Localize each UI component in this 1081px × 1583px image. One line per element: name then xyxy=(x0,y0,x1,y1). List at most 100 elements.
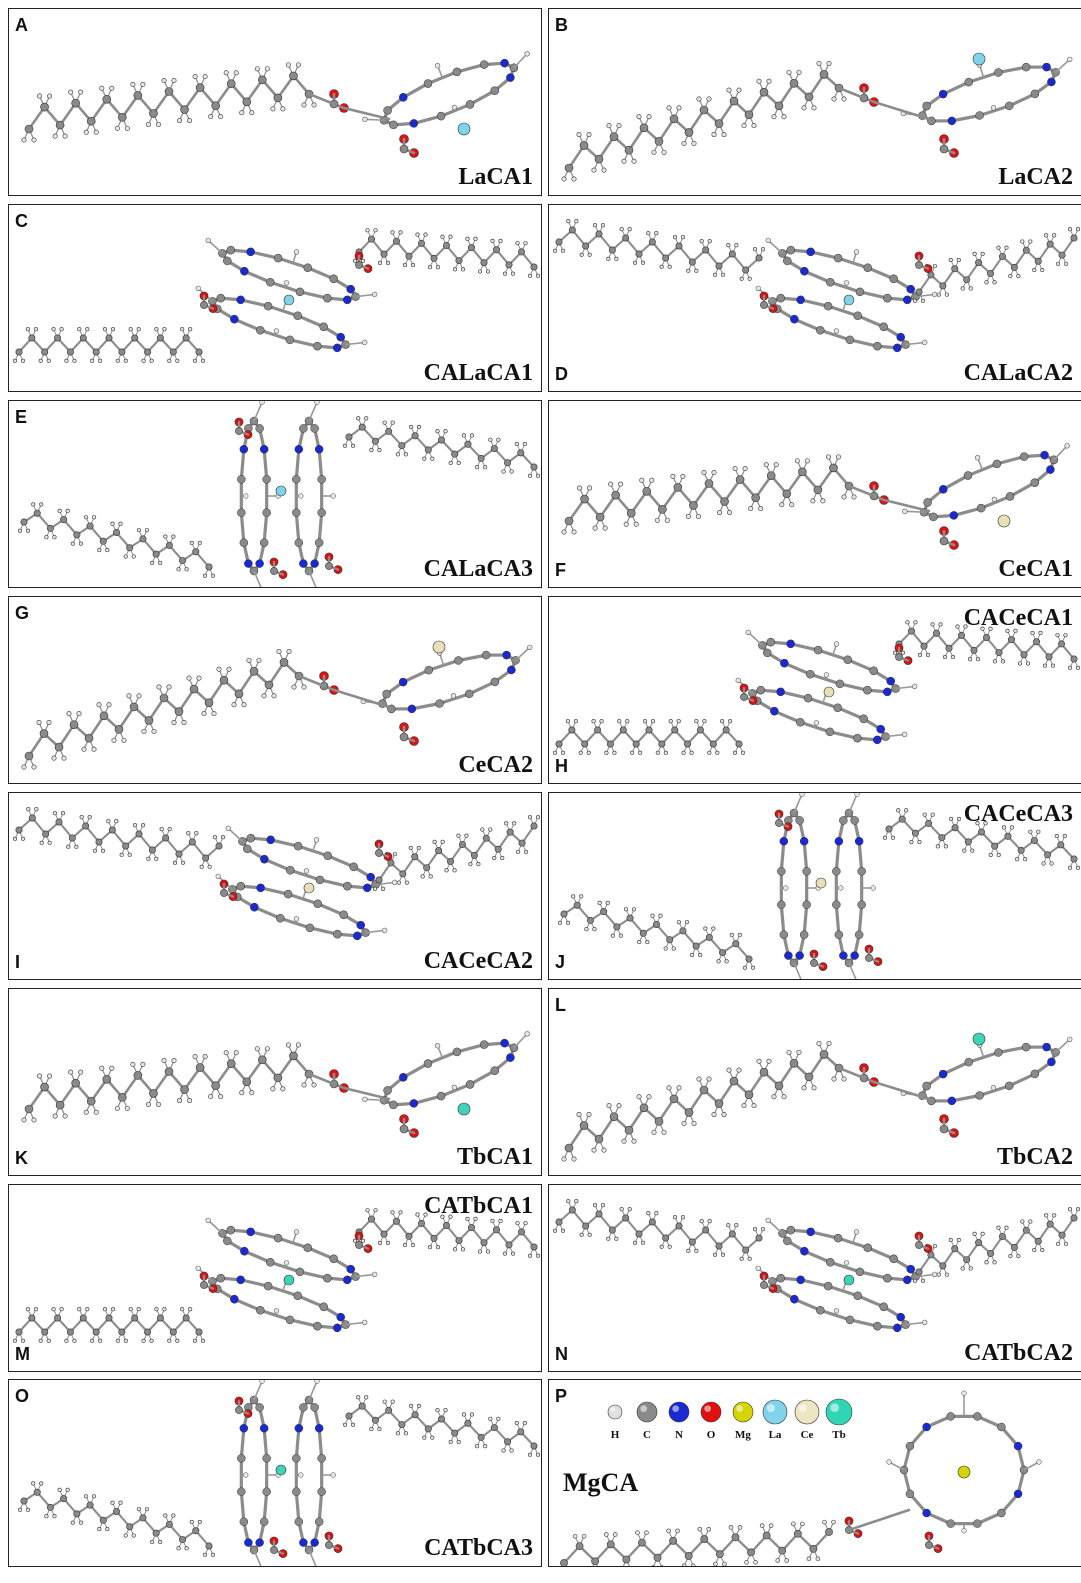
nitrogen-atom xyxy=(780,658,789,668)
nitrogen-atom xyxy=(922,1422,931,1432)
carbon-atom xyxy=(383,106,392,115)
hydrogen-atom xyxy=(202,74,208,80)
hydrogen-atom xyxy=(211,711,217,717)
carbon-atom xyxy=(211,101,220,110)
hydrogen-atom xyxy=(980,1231,985,1236)
carbon-atom xyxy=(299,424,308,433)
carbon-atom xyxy=(313,1321,322,1331)
carbon-atom xyxy=(747,1548,755,1557)
hydrogen-atom xyxy=(84,515,89,520)
hydrogen-atom xyxy=(12,1338,18,1343)
hydrogen-atom xyxy=(1016,274,1021,279)
hydrogen-atom xyxy=(660,1565,664,1566)
hydrogen-atom xyxy=(651,1129,657,1135)
carbon-atom xyxy=(480,1239,488,1247)
hydrogen-atom xyxy=(390,420,395,425)
carbon-atom xyxy=(15,348,23,356)
carbon-atom xyxy=(975,259,983,267)
hydrogen-atom xyxy=(712,272,718,277)
carbon-atom xyxy=(850,816,859,825)
carbon-atom xyxy=(24,1104,34,1114)
hydrogen-atom xyxy=(223,1050,229,1056)
hydrogen-atom xyxy=(831,1519,836,1525)
hydrogen-atom xyxy=(195,1265,201,1272)
nitrogen-atom xyxy=(949,511,959,520)
hydrogen-atom xyxy=(826,60,832,66)
carbon-atom xyxy=(530,822,538,830)
hydrogen-atom xyxy=(128,327,133,332)
carbon-atom xyxy=(964,77,974,87)
nitrogen-atom xyxy=(799,836,809,846)
hydrogen-atom xyxy=(1064,261,1069,266)
nitrogen-atom xyxy=(886,676,895,686)
nitrogen-atom xyxy=(407,704,417,714)
hydrogen-atom xyxy=(99,85,105,91)
hydrogen-atom xyxy=(591,719,596,724)
carbon-atom xyxy=(1070,1214,1078,1222)
hydrogen-atom xyxy=(783,885,789,891)
hydrogen-atom xyxy=(145,1101,151,1107)
carbon-atom xyxy=(234,689,244,699)
carbon-atom xyxy=(236,881,246,891)
carbon-atom xyxy=(1030,478,1039,487)
carbon-atom xyxy=(399,1124,409,1134)
carbon-atom xyxy=(41,1328,49,1336)
hydrogen-atom xyxy=(149,1338,154,1343)
carbon-atom xyxy=(467,1224,475,1232)
carbon-atom xyxy=(467,244,475,252)
hydrogen-atom xyxy=(385,1240,391,1246)
hydrogen-atom xyxy=(187,1098,193,1104)
carbon-atom xyxy=(317,475,326,484)
carbon-atom xyxy=(293,311,302,321)
hydrogen-atom xyxy=(741,123,747,129)
hydrogen-atom xyxy=(992,280,997,285)
hydrogen-atom xyxy=(167,827,172,832)
carbon-atom xyxy=(436,1091,446,1101)
carbon-atom xyxy=(635,1230,643,1238)
carbon-atom xyxy=(654,1117,664,1126)
carbon-atom xyxy=(756,685,766,695)
hydrogen-atom xyxy=(691,1120,697,1126)
hydrogen-atom xyxy=(12,358,18,363)
hydrogen-atom xyxy=(70,1520,75,1525)
hydrogen-atom xyxy=(680,1215,686,1220)
legend-symbol: Mg xyxy=(735,1429,751,1441)
hydrogen-atom xyxy=(602,525,608,531)
carbon-atom xyxy=(839,816,848,825)
hydrogen-atom xyxy=(360,258,366,263)
hydrogen-atom xyxy=(93,1109,99,1115)
hydrogen-atom xyxy=(592,1203,598,1208)
hydrogen-atom xyxy=(377,448,382,453)
hydrogen-atom xyxy=(904,808,909,813)
carbon-atom xyxy=(530,263,538,271)
hydrogen-atom xyxy=(667,264,672,269)
carbon-atom xyxy=(179,557,187,565)
hydrogen-atom xyxy=(99,1065,105,1071)
hydrogen-atom xyxy=(223,70,229,76)
carbon-atom xyxy=(731,1533,740,1542)
hydrogen-atom xyxy=(184,567,189,572)
atom-sphere-icon xyxy=(762,1399,788,1425)
hydrogen-atom xyxy=(751,1103,757,1109)
nitrogen-atom xyxy=(1042,1042,1051,1052)
hydrogen-atom xyxy=(171,1058,177,1064)
hydrogen-atom xyxy=(917,652,923,658)
hydrogen-atom xyxy=(925,652,931,658)
hydrogen-atom xyxy=(686,1248,691,1253)
carbon-atom xyxy=(237,508,246,517)
carbon-atom xyxy=(355,1241,363,1249)
hydrogen-atom xyxy=(356,1395,361,1400)
hydrogen-atom xyxy=(450,693,457,699)
hydrogen-atom xyxy=(820,498,826,504)
carbon-atom xyxy=(504,1438,512,1446)
hydrogen-atom xyxy=(791,1521,796,1527)
nitrogen-atom xyxy=(800,266,809,276)
carbon-atom xyxy=(729,1076,739,1086)
hydrogen-atom xyxy=(409,1403,414,1408)
carbon-atom xyxy=(266,1257,275,1267)
hydrogen-atom xyxy=(51,1307,56,1312)
carbon-atom xyxy=(995,649,1003,657)
carbon-atom xyxy=(262,1454,271,1463)
carbon-atom xyxy=(1004,832,1012,840)
hydrogen-atom xyxy=(293,249,300,255)
